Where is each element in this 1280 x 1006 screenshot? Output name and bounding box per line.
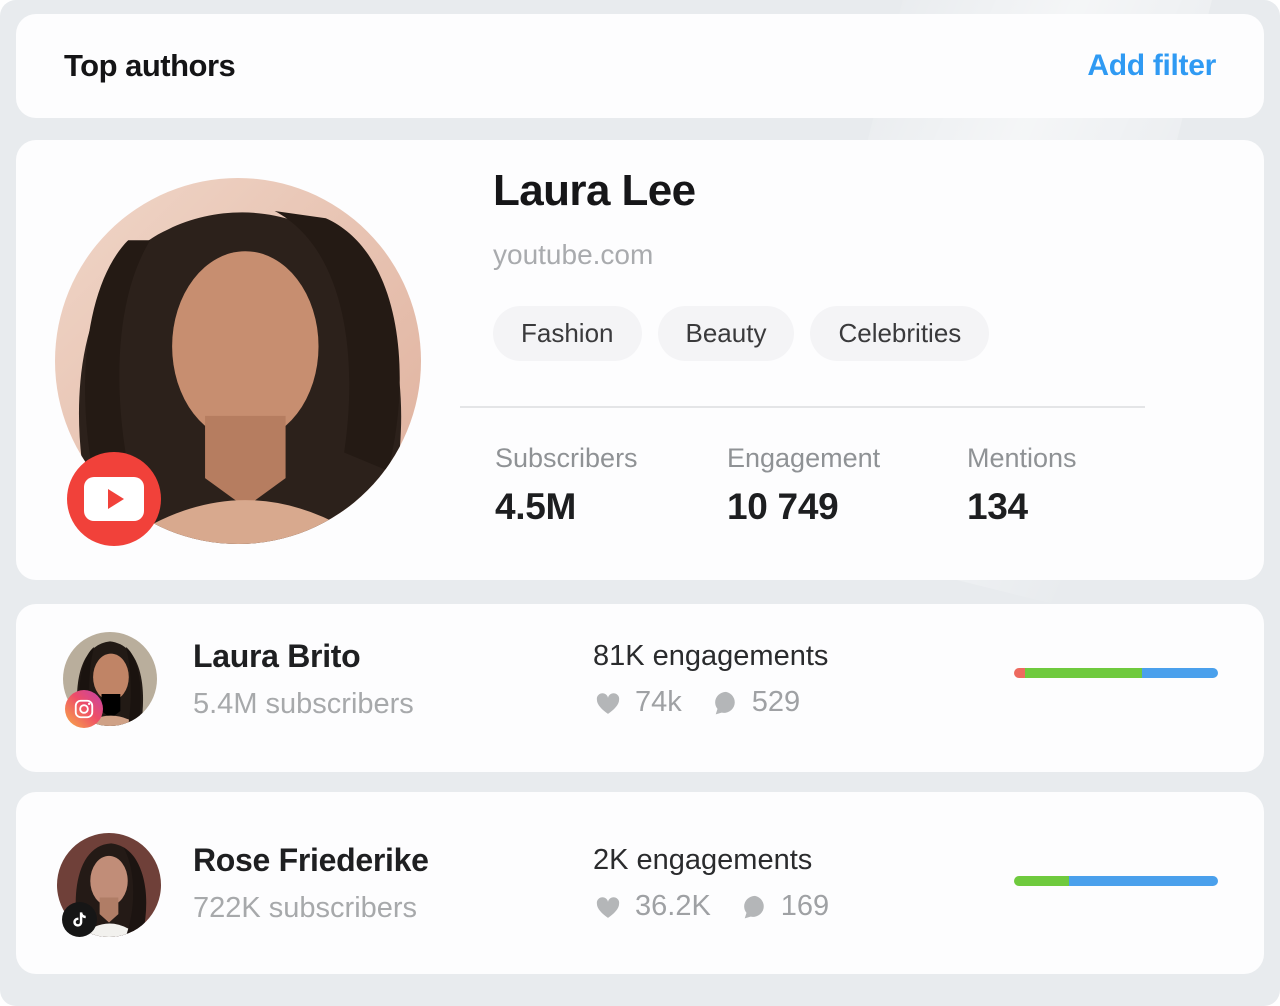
author-name: Rose Friederike <box>193 842 429 878</box>
stat-subscribers: Subscribers 4.5M <box>495 443 638 527</box>
panel-header: Top authors Add filter <box>16 14 1264 118</box>
page-title: Top authors <box>64 48 236 83</box>
likes-count: 36.2K <box>635 890 711 922</box>
author-subscribers: 5.4M subscribers <box>193 688 414 720</box>
tag-pill[interactable]: Celebrities <box>810 306 990 361</box>
author-row[interactable]: Rose Friederike 722K subscribers 2K enga… <box>16 792 1264 974</box>
stat-mentions: Mentions 134 <box>967 443 1077 527</box>
tiktok-icon <box>62 902 97 937</box>
featured-author-card: Laura Lee youtube.com Fashion Beauty Cel… <box>16 140 1264 580</box>
comments-count: 529 <box>751 686 801 718</box>
sentiment-bar <box>1014 668 1218 678</box>
heart-icon <box>596 896 620 918</box>
stat-engagement: Engagement 10 749 <box>727 443 881 527</box>
author-row[interactable]: Laura Brito 5.4M subscribers 81K engagem… <box>16 604 1264 772</box>
avatar <box>55 178 421 544</box>
comment-icon <box>714 691 735 714</box>
sentiment-bar <box>1014 876 1218 886</box>
stats-row: Subscribers 4.5M Engagement 10 749 Menti… <box>495 443 1077 528</box>
heart-icon <box>596 692 620 714</box>
author-engagements: 2K engagements <box>593 844 813 876</box>
add-filter-button[interactable]: Add filter <box>1087 49 1216 82</box>
tag-list: Fashion Beauty Celebrities <box>493 306 990 361</box>
engagement-breakdown: 74k 529 <box>593 686 800 719</box>
tag-pill[interactable]: Fashion <box>493 306 642 361</box>
author-subscribers: 722K subscribers <box>193 892 418 924</box>
comment-icon <box>743 895 764 918</box>
author-engagements: 81K engagements <box>593 640 829 672</box>
tag-pill[interactable]: Beauty <box>657 306 795 361</box>
portrait-placeholder-image <box>55 178 421 544</box>
likes-count: 74k <box>635 686 682 718</box>
youtube-icon <box>67 452 161 546</box>
author-website: youtube.com <box>493 239 654 270</box>
comments-count: 169 <box>780 890 830 922</box>
author-name: Laura Brito <box>193 638 361 674</box>
engagement-breakdown: 36.2K 169 <box>593 890 829 923</box>
instagram-icon <box>65 690 103 728</box>
divider <box>460 406 1145 408</box>
author-name: Laura Lee <box>493 166 696 215</box>
